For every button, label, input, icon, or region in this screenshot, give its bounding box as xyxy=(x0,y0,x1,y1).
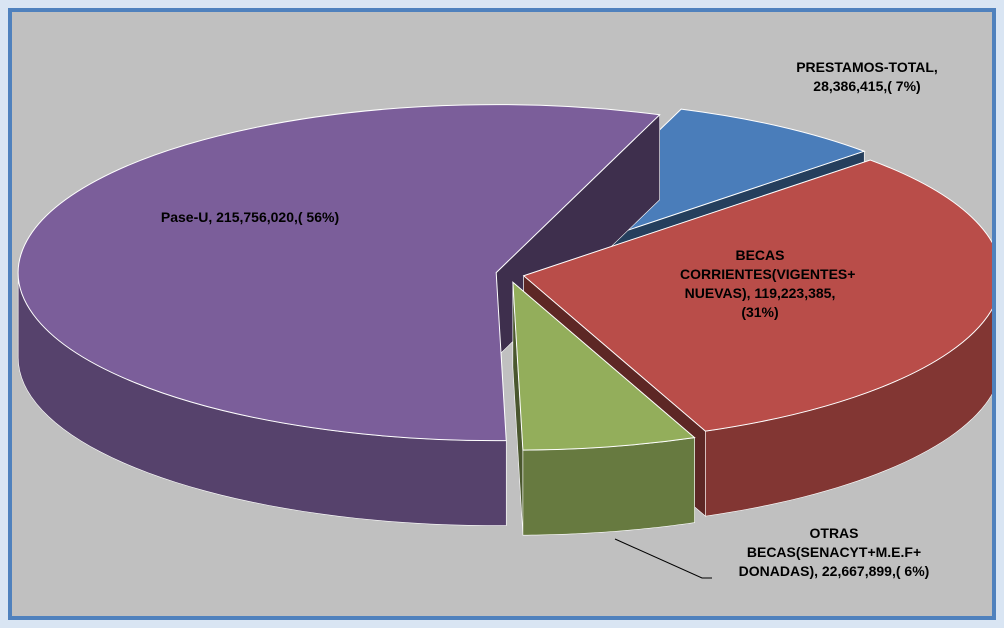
data-label: Pase-U, 215,756,020,( 56%) xyxy=(160,209,340,225)
data-label: OTRAS BECAS(SENACYT+M.E.F+ DONADAS), 22,… xyxy=(738,525,930,579)
slice xyxy=(17,104,661,442)
leader-line xyxy=(614,538,712,579)
chart xyxy=(17,104,992,579)
slice xyxy=(522,159,992,432)
data-label: BECAS CORRIENTES(VIGENTES+ NUEVAS), 119,… xyxy=(680,247,856,320)
plot-area: PRESTAMOS-TOTAL, 28,386,415,( 7%) BECAS C… xyxy=(8,8,996,620)
slice xyxy=(512,281,696,451)
data-label: PRESTAMOS-TOTAL, 28,386,415,( 7%) xyxy=(796,59,938,94)
slice-wall xyxy=(522,437,695,536)
